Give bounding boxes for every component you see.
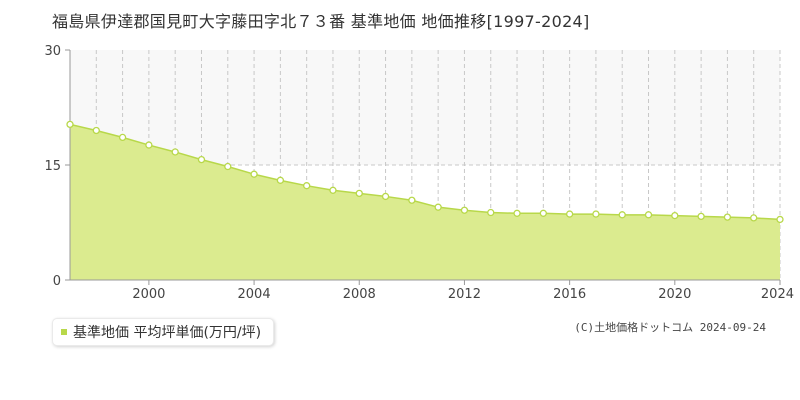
data-point xyxy=(381,192,390,201)
data-point xyxy=(750,214,758,222)
data-point xyxy=(92,126,100,135)
data-point xyxy=(145,141,153,149)
data-point xyxy=(197,155,206,164)
data-point xyxy=(487,208,495,217)
data-point xyxy=(723,213,732,221)
copyright-credit: (C)土地価格ドットコム 2024-09-24 xyxy=(574,321,766,334)
y-tick-label: 30 xyxy=(44,44,61,59)
x-tick-label: 2000 xyxy=(132,287,165,302)
data-point xyxy=(697,212,705,221)
data-point xyxy=(224,162,232,171)
legend-swatch xyxy=(61,329,67,335)
data-point xyxy=(539,209,547,217)
data-point xyxy=(671,211,679,220)
data-point xyxy=(776,215,784,224)
y-tick-label: 0 xyxy=(53,274,61,289)
series-line xyxy=(69,123,781,221)
data-point xyxy=(565,210,574,218)
chart-title: 福島県伊達郡国見町大字藤田字北７３番 基準地価 地価推移[1997-2024] xyxy=(52,12,590,31)
data-point xyxy=(171,148,179,156)
x-tick-label: 2008 xyxy=(343,287,376,302)
x-tick-label: 2020 xyxy=(658,287,691,302)
data-point xyxy=(276,176,285,184)
data-point xyxy=(408,196,416,204)
series-area xyxy=(70,124,780,280)
data-point xyxy=(118,133,127,142)
data-point xyxy=(644,211,653,219)
data-point xyxy=(66,120,74,129)
data-point xyxy=(355,189,363,198)
upper-band xyxy=(70,50,780,165)
x-tick-label: 2012 xyxy=(448,287,481,302)
legend: 基準地価 平均坪単価(万円/坪) xyxy=(52,318,275,346)
data-point xyxy=(460,206,469,214)
data-point xyxy=(434,203,442,211)
x-tick-label: 2004 xyxy=(238,287,271,302)
x-tick-label: 2024 xyxy=(761,287,794,302)
legend-label: 基準地価 平均坪単価(万円/坪) xyxy=(73,325,262,341)
data-point xyxy=(250,170,258,178)
data-point xyxy=(329,186,337,194)
data-point xyxy=(513,209,521,217)
data-point xyxy=(303,182,311,190)
data-point xyxy=(618,211,626,219)
data-point xyxy=(592,210,600,218)
x-tick-label: 2016 xyxy=(553,287,586,302)
y-tick-label: 15 xyxy=(44,159,61,174)
